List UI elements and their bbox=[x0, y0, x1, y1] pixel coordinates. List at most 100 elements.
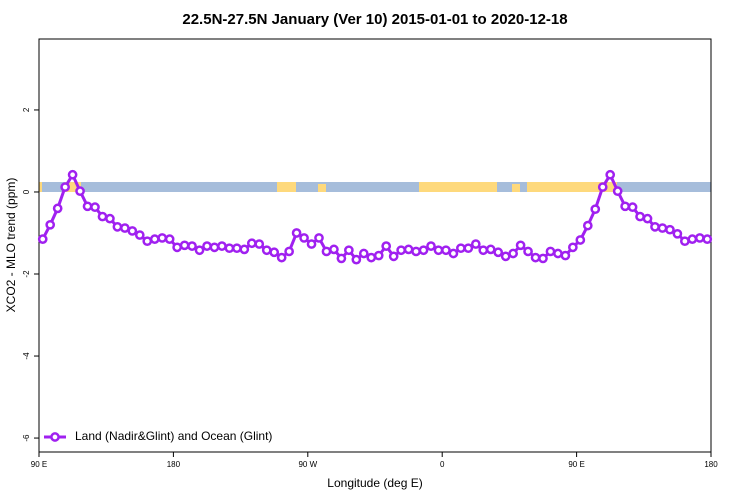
data-point bbox=[396, 245, 406, 256]
data-point bbox=[463, 243, 474, 254]
data-point bbox=[120, 223, 130, 233]
data-point bbox=[224, 243, 235, 254]
data-point bbox=[105, 213, 115, 224]
data-point bbox=[553, 248, 563, 259]
surface-band bbox=[39, 182, 711, 192]
data-point bbox=[485, 244, 496, 255]
data-point bbox=[545, 246, 556, 257]
data-point bbox=[314, 233, 324, 243]
data-point bbox=[127, 226, 138, 236]
y-tick-label: -2 bbox=[22, 270, 31, 278]
data-point bbox=[179, 240, 190, 251]
data-point bbox=[60, 182, 70, 192]
x-tick-label: 90 E bbox=[31, 460, 47, 469]
data-point bbox=[299, 233, 309, 243]
data-point bbox=[672, 228, 683, 239]
data-point bbox=[456, 243, 466, 254]
data-point bbox=[500, 251, 511, 262]
data-point bbox=[157, 233, 168, 243]
data-point bbox=[284, 246, 294, 257]
data-point bbox=[52, 203, 63, 214]
data-point bbox=[142, 236, 153, 247]
data-point bbox=[306, 239, 317, 249]
y-tick-label: 2 bbox=[22, 107, 31, 112]
data-point bbox=[448, 248, 459, 259]
data-point bbox=[388, 251, 399, 262]
data-point bbox=[627, 202, 638, 213]
data-point bbox=[209, 242, 220, 253]
legend-marker bbox=[50, 432, 60, 442]
data-point bbox=[90, 202, 100, 213]
data-point bbox=[172, 242, 182, 253]
data-point bbox=[433, 245, 444, 256]
x-tick-label: 180 bbox=[704, 460, 718, 469]
land-band bbox=[39, 182, 42, 192]
data-point bbox=[269, 247, 280, 258]
x-tick-label: 180 bbox=[167, 460, 181, 469]
data-point bbox=[97, 211, 108, 222]
data-point bbox=[134, 230, 145, 240]
data-point bbox=[112, 221, 123, 232]
data-point bbox=[657, 223, 668, 233]
land-band bbox=[65, 182, 81, 192]
data-point bbox=[291, 228, 302, 238]
data-point bbox=[582, 220, 593, 231]
data-point bbox=[523, 246, 533, 257]
data-point bbox=[276, 252, 287, 263]
data-point bbox=[411, 246, 421, 257]
data-point bbox=[239, 244, 250, 255]
data-point bbox=[665, 224, 675, 235]
plot-frame bbox=[38, 38, 712, 453]
data-point bbox=[568, 242, 578, 253]
data-point bbox=[470, 239, 481, 249]
data-point bbox=[37, 234, 48, 244]
data-point bbox=[217, 241, 227, 251]
data-point bbox=[605, 169, 616, 180]
data-point bbox=[202, 241, 212, 251]
legend-label: Land (Nadir&Glint) and Ocean (Glint) bbox=[75, 429, 272, 443]
data-point bbox=[575, 235, 586, 245]
data-point bbox=[680, 236, 690, 247]
data-point bbox=[620, 201, 630, 212]
x-tick-label: 90 E bbox=[568, 460, 584, 469]
land-band bbox=[277, 182, 296, 192]
data-point bbox=[650, 221, 660, 232]
data-point bbox=[164, 234, 175, 244]
data-point bbox=[642, 213, 653, 224]
x-tick-label: 0 bbox=[440, 460, 445, 469]
data-point bbox=[329, 244, 339, 255]
y-tick-label: -6 bbox=[22, 434, 31, 442]
data-point bbox=[508, 248, 518, 259]
data-point bbox=[254, 239, 265, 249]
data-point bbox=[381, 241, 392, 251]
data-point bbox=[67, 169, 78, 180]
data-point bbox=[82, 201, 93, 212]
data-point bbox=[590, 204, 601, 215]
data-point bbox=[702, 234, 713, 244]
data-point bbox=[336, 253, 347, 264]
y-tick-label: -4 bbox=[22, 352, 31, 360]
land-band bbox=[419, 182, 497, 192]
data-point bbox=[597, 182, 608, 192]
data-point bbox=[366, 252, 377, 263]
x-axis-label: Longitude (deg E) bbox=[327, 476, 422, 490]
data-point bbox=[687, 234, 698, 244]
y-axis-label: XCO2 - MLO trend (ppm) bbox=[4, 178, 18, 313]
y-tick-label: 0 bbox=[22, 189, 31, 194]
data-point bbox=[232, 243, 242, 254]
data-point bbox=[373, 250, 384, 261]
data-point bbox=[45, 219, 56, 230]
chart-title: 22.5N-27.5N January (Ver 10) 2015-01-01 … bbox=[182, 11, 567, 28]
data-point bbox=[344, 245, 354, 256]
data-point bbox=[515, 240, 526, 251]
data-point bbox=[493, 247, 504, 258]
data-point bbox=[478, 245, 489, 256]
data-point bbox=[426, 241, 436, 251]
data-point bbox=[194, 245, 205, 256]
data-point bbox=[538, 253, 548, 264]
data-point bbox=[694, 233, 705, 243]
x-tick-label: 90 W bbox=[298, 460, 317, 469]
data-point bbox=[358, 248, 369, 259]
data-point bbox=[351, 254, 362, 265]
